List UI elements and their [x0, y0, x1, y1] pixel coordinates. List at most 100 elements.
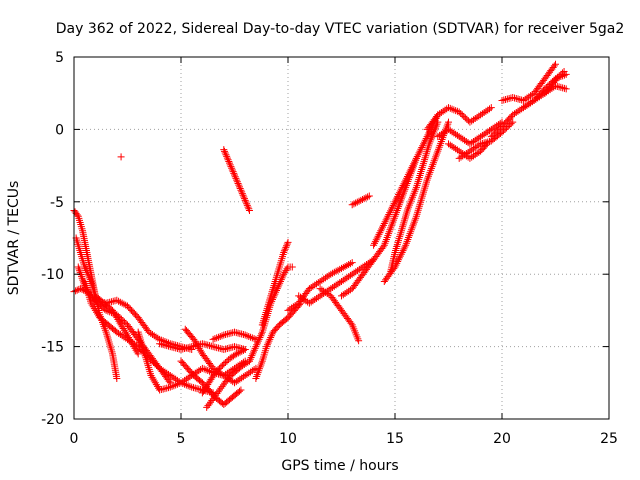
- marker-arc10: [223, 357, 231, 365]
- x-tick-label: 5: [177, 431, 186, 447]
- marker-arc25: [484, 106, 492, 114]
- marker-arc2: [121, 328, 129, 336]
- marker-arc25: [434, 111, 442, 119]
- marker-arc26: [450, 129, 458, 137]
- marker-arc17: [291, 302, 299, 310]
- marker-arc13: [238, 190, 246, 198]
- marker-arc5: [120, 333, 128, 341]
- marker-arc31: [535, 93, 543, 101]
- marker-arc8: [237, 386, 245, 394]
- marker-arc22: [411, 158, 419, 166]
- marker-arc29: [495, 125, 503, 133]
- marker-arc21: [350, 200, 358, 208]
- marker-arc22: [395, 189, 403, 197]
- marker-arc28: [461, 151, 469, 159]
- marker-arc17: [321, 274, 329, 282]
- marker-arc4: [154, 334, 162, 342]
- marker-arc3: [117, 315, 125, 323]
- marker-arc5: [131, 340, 139, 348]
- marker-arc22: [404, 171, 412, 179]
- marker-arc28: [466, 147, 474, 155]
- axis-ticks: 0 5 10 15 20 25 5 0 -5 -10 -15 -20: [41, 50, 618, 447]
- marker-arc26: [473, 135, 481, 143]
- marker-arc18: [345, 273, 353, 281]
- marker-arc22: [424, 131, 432, 139]
- marker-arc22: [403, 174, 411, 182]
- marker-arc13: [222, 151, 230, 159]
- marker-arc24: [392, 261, 400, 269]
- marker-arc27: [452, 145, 460, 153]
- marker-arc5: [125, 337, 133, 345]
- marker-arc17: [345, 261, 353, 269]
- marker-arc13: [241, 196, 249, 204]
- y-axis-label: SDTVAR / TECUs: [6, 181, 22, 296]
- marker-arc18: [296, 293, 304, 301]
- marker-arc15: [265, 337, 273, 345]
- marker-arc14: [254, 339, 262, 347]
- marker-arc13: [228, 164, 236, 172]
- marker-arc18: [332, 281, 340, 289]
- marker-arc6: [193, 368, 201, 376]
- marker-arc9: [232, 378, 240, 386]
- marker-arc9: [238, 374, 246, 382]
- marker-arc22: [375, 230, 383, 238]
- marker-arc13: [230, 169, 238, 177]
- y-tick-label: -15: [41, 340, 64, 356]
- marker-arc13: [224, 156, 232, 164]
- marker-arc15: [267, 332, 275, 340]
- marker-arc12: [243, 332, 251, 340]
- marker-arc14: [247, 353, 255, 361]
- marker-arc14: [283, 265, 291, 273]
- marker-arc25: [452, 107, 460, 115]
- marker-arc21: [358, 195, 366, 203]
- marker-arc13: [235, 181, 243, 189]
- marker-arc14: [281, 268, 289, 276]
- marker-arc16: [280, 247, 288, 255]
- marker-arc5: [149, 359, 157, 367]
- marker-arc3: [120, 318, 128, 326]
- marker-arc5: [153, 361, 161, 369]
- marker-arc30: [550, 62, 558, 70]
- marker-arc18: [302, 297, 310, 305]
- marker-arc22: [408, 163, 416, 171]
- marker-arc25: [463, 115, 471, 123]
- marker-arc22: [400, 180, 408, 188]
- marker-arc17: [332, 267, 340, 275]
- marker-arc20: [345, 287, 353, 295]
- marker-arc6: [206, 367, 214, 375]
- marker-arc26: [469, 137, 477, 145]
- marker-arc6: [166, 383, 174, 391]
- marker-arc13: [240, 195, 248, 203]
- marker-arc25: [487, 104, 495, 112]
- marker-arc22: [403, 172, 411, 180]
- marker-arc12: [209, 335, 217, 343]
- marker-arc30: [527, 92, 535, 100]
- marker-arc5: [124, 335, 131, 343]
- marker-arc13: [245, 205, 253, 213]
- marker-arc25: [439, 107, 447, 115]
- marker-arc28: [459, 152, 467, 160]
- marker-arc13: [228, 166, 236, 174]
- marker-arc5: [163, 369, 171, 377]
- x-axis-label: GPS time / hours: [281, 458, 398, 474]
- marker-arc22: [417, 145, 425, 153]
- marker-arc10: [236, 348, 244, 356]
- marker-arc14: [252, 343, 260, 351]
- marker-arc23: [434, 118, 442, 126]
- y-tick-label: -10: [41, 267, 64, 283]
- marker-arc9: [243, 370, 251, 378]
- marker-arc18: [346, 271, 354, 279]
- marker-arc3: [104, 307, 112, 315]
- marker-arc22: [392, 196, 400, 204]
- marker-arc17: [289, 303, 297, 311]
- marker-arc17: [334, 266, 342, 274]
- marker-arc5: [94, 310, 102, 318]
- marker-arc22: [409, 162, 417, 170]
- marker-arc16: [282, 243, 290, 251]
- marker-arc18: [350, 269, 358, 277]
- marker-arc22: [412, 154, 420, 162]
- marker-arc30: [519, 96, 527, 104]
- marker-arc22: [377, 227, 385, 235]
- marker-arc29: [492, 128, 500, 136]
